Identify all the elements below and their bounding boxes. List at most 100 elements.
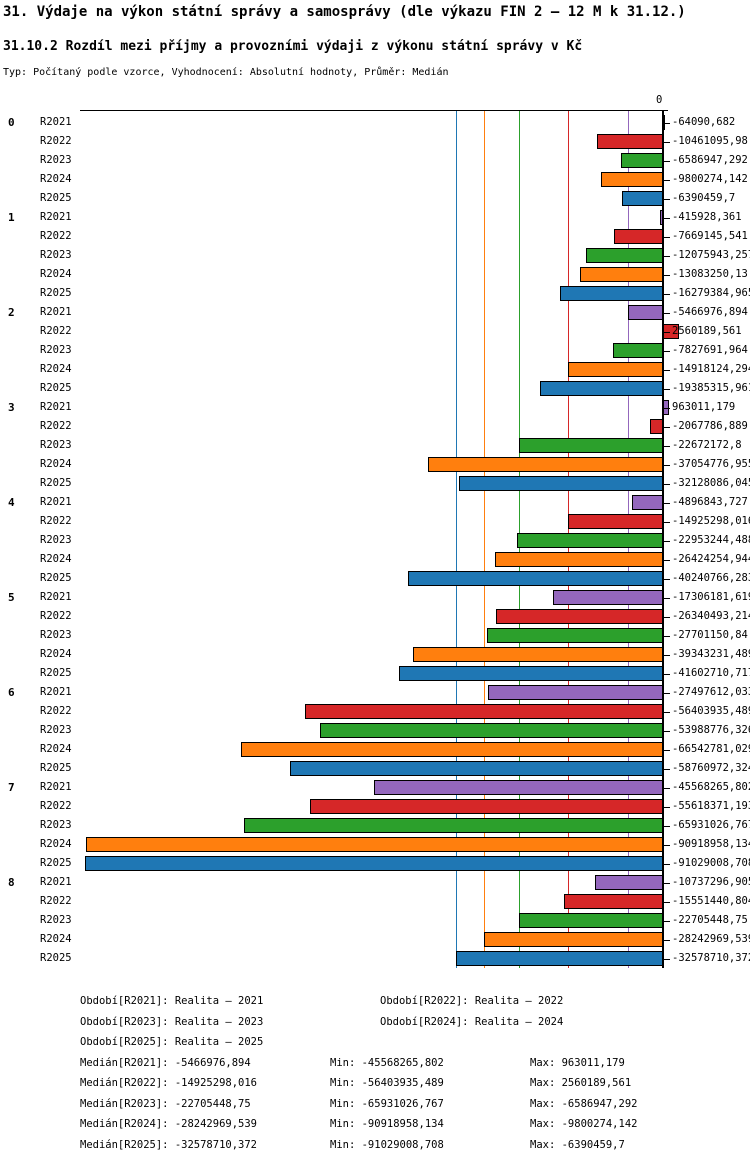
axis-tick <box>664 369 670 371</box>
axis-tick <box>664 312 670 314</box>
value-label: -15551440,804 <box>672 895 750 907</box>
series-label: R2021 <box>40 496 72 508</box>
axis-tick <box>664 464 670 466</box>
median-line-R2024 <box>483 111 485 968</box>
value-axis-line <box>80 110 668 111</box>
group-label-6: 6 <box>8 686 15 699</box>
series-label: R2023 <box>40 819 72 831</box>
value-label: 963011,179 <box>672 401 736 413</box>
bar-R2023-group-4 <box>517 533 663 548</box>
value-label: -5466976,894 <box>672 306 748 318</box>
value-label: -32128086,045 <box>672 477 750 489</box>
stat-median-R2022: Medián[R2022]: -14925298,016 <box>80 1077 258 1089</box>
axis-tick <box>664 502 670 504</box>
bar-R2025-group-2 <box>539 381 663 396</box>
value-label: -91029008,708 <box>672 857 750 869</box>
value-label: -12075943,257 <box>672 249 750 261</box>
stat-median-R2024: Medián[R2024]: -28242969,539 <box>80 1118 258 1130</box>
series-label: R2021 <box>40 306 72 318</box>
axis-tick <box>664 255 670 257</box>
axis-tick <box>664 331 670 333</box>
value-label: -6390459,7 <box>672 192 736 204</box>
axis-tick <box>664 350 670 352</box>
value-label: -7827691,964 <box>672 344 748 356</box>
bar-R2024-group-5 <box>413 647 663 662</box>
report-title: 31. Výdaje na výkon státní správy a samo… <box>3 4 686 20</box>
axis-tick <box>664 388 670 390</box>
bar-R2021-group-2 <box>628 305 663 320</box>
value-label: -2067786,889 <box>672 420 748 432</box>
chart-meta: Typ: Počítaný podle vzorce, Vyhodnocení:… <box>3 67 449 78</box>
bar-R2024-group-0 <box>600 172 663 187</box>
series-label: R2021 <box>40 686 72 698</box>
series-label: R2024 <box>40 458 72 470</box>
value-label: -65931026,767 <box>672 819 750 831</box>
series-label: R2023 <box>40 249 72 261</box>
series-label: R2022 <box>40 610 72 622</box>
bar-R2023-group-5 <box>487 628 663 643</box>
stats: Medián[R2021]: -5466976,894 Min: -4556826… <box>80 1053 745 1156</box>
zero-axis-line <box>662 110 664 968</box>
axis-tick <box>664 825 670 827</box>
axis-tick <box>664 236 670 238</box>
axis-tick <box>664 407 670 409</box>
axis-tick <box>664 122 670 124</box>
group-label-4: 4 <box>8 496 15 509</box>
axis-tick <box>664 274 670 276</box>
value-label: -16279384,965 <box>672 287 750 299</box>
series-label: R2024 <box>40 268 72 280</box>
series-label: R2022 <box>40 135 72 147</box>
stat-median-R2025: Medián[R2025]: -32578710,372 <box>80 1138 258 1151</box>
bar-R2021-group-7 <box>373 780 663 795</box>
axis-tick <box>664 426 670 428</box>
series-label: R2022 <box>40 230 72 242</box>
value-label: -41602710,717 <box>672 667 750 679</box>
stat-max-R2021: Max: 963011,179 <box>530 1056 625 1069</box>
stat-min-R2024: Min: -90918958,134 <box>330 1118 444 1130</box>
group-label-3: 3 <box>8 401 15 414</box>
value-label: -27701150,84 <box>672 629 748 641</box>
axis-tick <box>664 730 670 732</box>
bar-R2023-group-7 <box>244 818 663 833</box>
series-label: R2022 <box>40 800 72 812</box>
series-label: R2023 <box>40 344 72 356</box>
group-label-8: 8 <box>8 876 15 889</box>
bar-R2025-group-8 <box>456 951 663 966</box>
bar-R2025-group-4 <box>407 571 663 586</box>
bar-R2023-group-6 <box>320 723 663 738</box>
value-label: -45568265,802 <box>672 781 750 793</box>
series-label: R2021 <box>40 781 72 793</box>
stat-median-R2021: Medián[R2021]: -5466976,894 <box>80 1056 251 1069</box>
stat-min-R2021: Min: -45568265,802 <box>330 1056 444 1069</box>
series-label: R2023 <box>40 724 72 736</box>
bar-R2023-group-1 <box>586 248 663 263</box>
value-label: -4896843,727 <box>672 496 748 508</box>
series-label: R2022 <box>40 895 72 907</box>
bar-R2024-group-3 <box>427 457 663 472</box>
bar-R2025-group-7 <box>85 856 663 871</box>
value-label: -90918958,134 <box>672 838 750 850</box>
bar-R2023-group-0 <box>621 153 663 168</box>
bar-R2021-group-8 <box>594 875 663 890</box>
bar-R2025-group-1 <box>559 286 663 301</box>
stat-max-R2022: Max: 2560189,561 <box>530 1077 632 1089</box>
axis-tick <box>664 445 670 447</box>
axis-tick <box>664 939 670 941</box>
group-label-7: 7 <box>8 781 15 794</box>
bar-R2021-group-5 <box>553 590 663 605</box>
bar-R2022-group-4 <box>568 514 663 529</box>
series-label: R2024 <box>40 553 72 565</box>
chart-subtitle: 31.10.2 Rozdíl mezi příjmy a provozními … <box>3 39 583 54</box>
value-label: 2560189,561 <box>672 325 742 337</box>
legend-item-R2023: Období[R2023]: Realita – 2023 <box>80 1015 264 1028</box>
bar-R2021-group-4 <box>631 495 663 510</box>
series-label: R2022 <box>40 515 72 527</box>
axis-tick <box>664 787 670 789</box>
value-label: -28242969,539 <box>672 933 750 945</box>
series-label: R2024 <box>40 648 72 660</box>
legend-item-R2021: Období[R2021]: Realita – 2021 <box>80 995 264 1007</box>
series-label: R2024 <box>40 173 72 185</box>
series-label: R2025 <box>40 667 72 679</box>
bar-chart: 0 R2021 -64090,682 R2022 -10461095,98 R2023 -6… <box>8 110 750 968</box>
